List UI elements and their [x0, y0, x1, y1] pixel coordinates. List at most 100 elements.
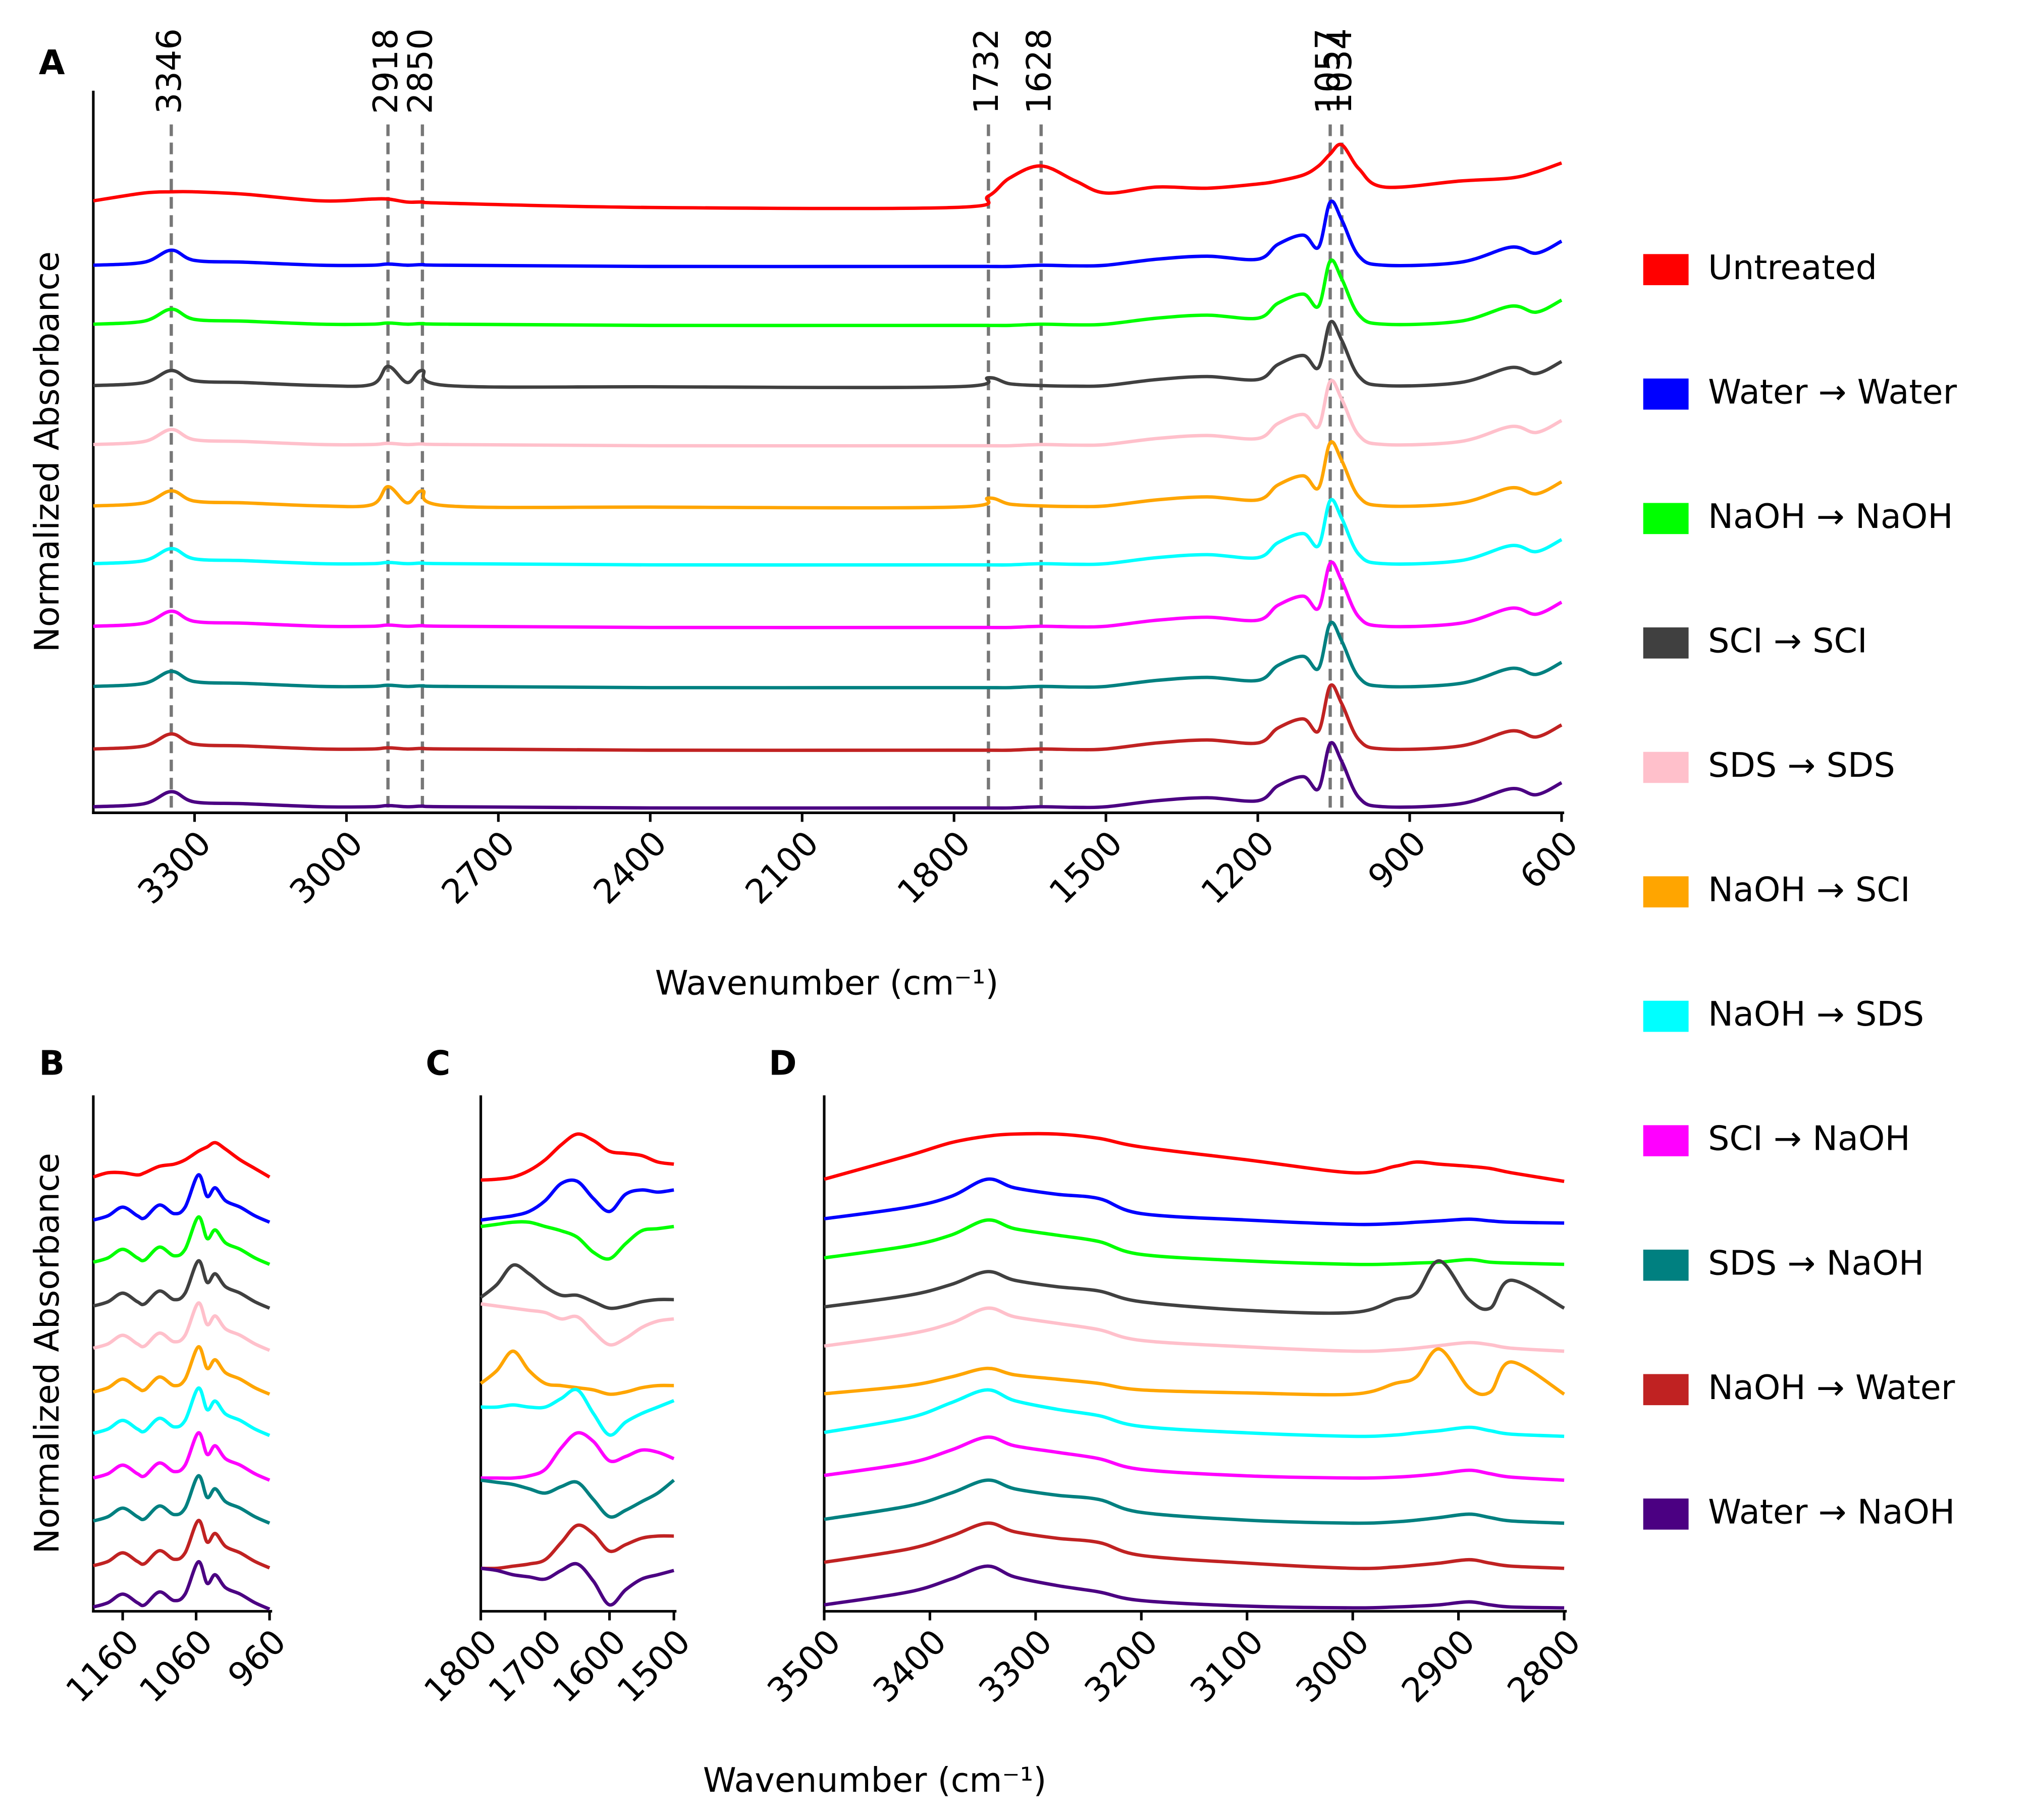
x-tick-label: 3000 — [1288, 1622, 1376, 1710]
legend-swatch — [1643, 1249, 1689, 1281]
x-tick-label: 3500 — [760, 1622, 848, 1710]
panel-label: D — [769, 1044, 796, 1083]
spectrum-line — [93, 620, 1563, 689]
x-tick-label: 2400 — [586, 823, 674, 912]
spectrum-line — [92, 1259, 271, 1310]
spectrum-line — [92, 1215, 271, 1266]
reference-label: 2850 — [400, 28, 440, 114]
x-axis-label: Wavenumber (cm⁻¹) — [703, 1760, 1047, 1800]
x-tick-label: 3200 — [1077, 1622, 1165, 1710]
spectrum-line — [92, 1301, 271, 1352]
spectrum-line — [93, 498, 1563, 567]
x-tick-label: 2100 — [738, 823, 826, 912]
spectrum-line — [824, 1388, 1565, 1438]
spectrum-line — [93, 560, 1563, 629]
x-tick-label: 3000 — [282, 823, 370, 912]
reference-label: 2918 — [366, 28, 405, 114]
reference-label: 1034 — [1320, 28, 1359, 114]
spectrum-line — [480, 1387, 675, 1437]
panel-label: B — [39, 1044, 65, 1083]
y-axis-label: Normalized Absorbance — [27, 251, 67, 652]
x-tick-label: 1160 — [58, 1622, 146, 1710]
reference-label: 3346 — [149, 28, 189, 114]
spectrum-line — [824, 1259, 1565, 1315]
legend-label: SDS → NaOH — [1708, 1243, 1924, 1282]
legend-swatch — [1643, 254, 1689, 286]
x-tick-label: 2800 — [1500, 1622, 1588, 1710]
spectrum-line — [480, 1178, 674, 1222]
legend-label: NaOH → SCI — [1708, 870, 1910, 909]
legend-swatch — [1643, 627, 1689, 659]
spectrum-line — [824, 1435, 1565, 1482]
spectrum-line — [92, 1474, 271, 1525]
x-tick-label: 1800 — [416, 1622, 505, 1710]
legend-label: NaOH → Water — [1708, 1368, 1955, 1407]
x-tick-label: 1600 — [545, 1622, 633, 1710]
spectrum-line — [824, 1132, 1565, 1183]
spectrum-line — [480, 1220, 674, 1261]
spectrum-line — [93, 440, 1563, 510]
spectrum-line — [824, 1347, 1565, 1397]
x-tick-label: 1200 — [1193, 823, 1281, 912]
panel-label: C — [425, 1044, 450, 1083]
spectrum-line — [480, 1132, 674, 1182]
spectrum-line — [92, 1431, 271, 1482]
spectrum-line — [480, 1431, 675, 1480]
x-tick-label: 600 — [1512, 823, 1585, 896]
spectrum-line — [824, 1564, 1565, 1610]
panel-label: A — [39, 43, 65, 82]
spectrum-line — [92, 1345, 271, 1396]
y-axis-label: Normalized Absorbance — [27, 1153, 67, 1554]
spectrum-line — [92, 1519, 271, 1570]
x-tick-label: 3300 — [130, 823, 219, 912]
spectrum-line — [480, 1562, 675, 1607]
spectrum-line — [93, 683, 1563, 752]
legend-label: Untreated — [1708, 248, 1877, 287]
reference-label: 1732 — [967, 28, 1006, 114]
spectrum-line — [480, 1302, 674, 1347]
spectrum-line — [93, 199, 1563, 269]
legend-label: NaOH → NaOH — [1708, 497, 1953, 536]
legend-label: SCI → SCI — [1708, 621, 1867, 660]
legend-label: SDS → SDS — [1708, 745, 1895, 785]
x-tick-label: 1500 — [1041, 823, 1130, 912]
legend-swatch — [1643, 503, 1689, 534]
spectrum-line — [93, 741, 1563, 810]
x-tick-label: 900 — [1360, 823, 1433, 896]
x-tick-label: 1700 — [480, 1622, 569, 1710]
spectrum-line — [479, 1263, 674, 1310]
x-axis-label: Wavenumber (cm⁻¹) — [655, 963, 999, 1003]
legend-label: Water → NaOH — [1708, 1492, 1955, 1531]
spectrum-line — [824, 1521, 1565, 1570]
spectrum-line — [92, 1386, 271, 1437]
spectrum-line — [93, 142, 1563, 210]
legend-swatch — [1643, 752, 1689, 783]
spectrum-line — [824, 1306, 1565, 1353]
x-tick-label: 3100 — [1183, 1622, 1271, 1710]
x-tick-label: 2700 — [434, 823, 522, 912]
legend-label: NaOH → SDS — [1708, 994, 1924, 1034]
x-tick-label: 3400 — [866, 1622, 954, 1710]
spectrum-line — [480, 1523, 674, 1570]
spectrum-line — [824, 1478, 1565, 1525]
x-tick-label: 3300 — [971, 1622, 1059, 1710]
legend-label: Water → Water — [1708, 372, 1957, 411]
legend-swatch — [1643, 1000, 1689, 1032]
spectrum-line — [92, 1173, 271, 1224]
legend-swatch — [1643, 1125, 1689, 1156]
legend-swatch — [1643, 1498, 1689, 1530]
x-tick-label: 960 — [220, 1622, 293, 1695]
reference-label: 1628 — [1019, 28, 1058, 114]
x-tick-label: 1500 — [609, 1622, 698, 1710]
spectrum-line — [93, 379, 1563, 448]
legend-swatch — [1643, 378, 1689, 410]
spectrum-line — [479, 1349, 674, 1396]
spectrum-line — [824, 1177, 1565, 1226]
x-tick-label: 1800 — [889, 823, 978, 912]
reference-label: 1057 — [1308, 28, 1348, 114]
legend-swatch — [1643, 876, 1689, 907]
spectrum-line — [92, 1141, 271, 1179]
legend-label: SCI → NaOH — [1708, 1119, 1910, 1158]
spectrum-line — [93, 319, 1563, 390]
